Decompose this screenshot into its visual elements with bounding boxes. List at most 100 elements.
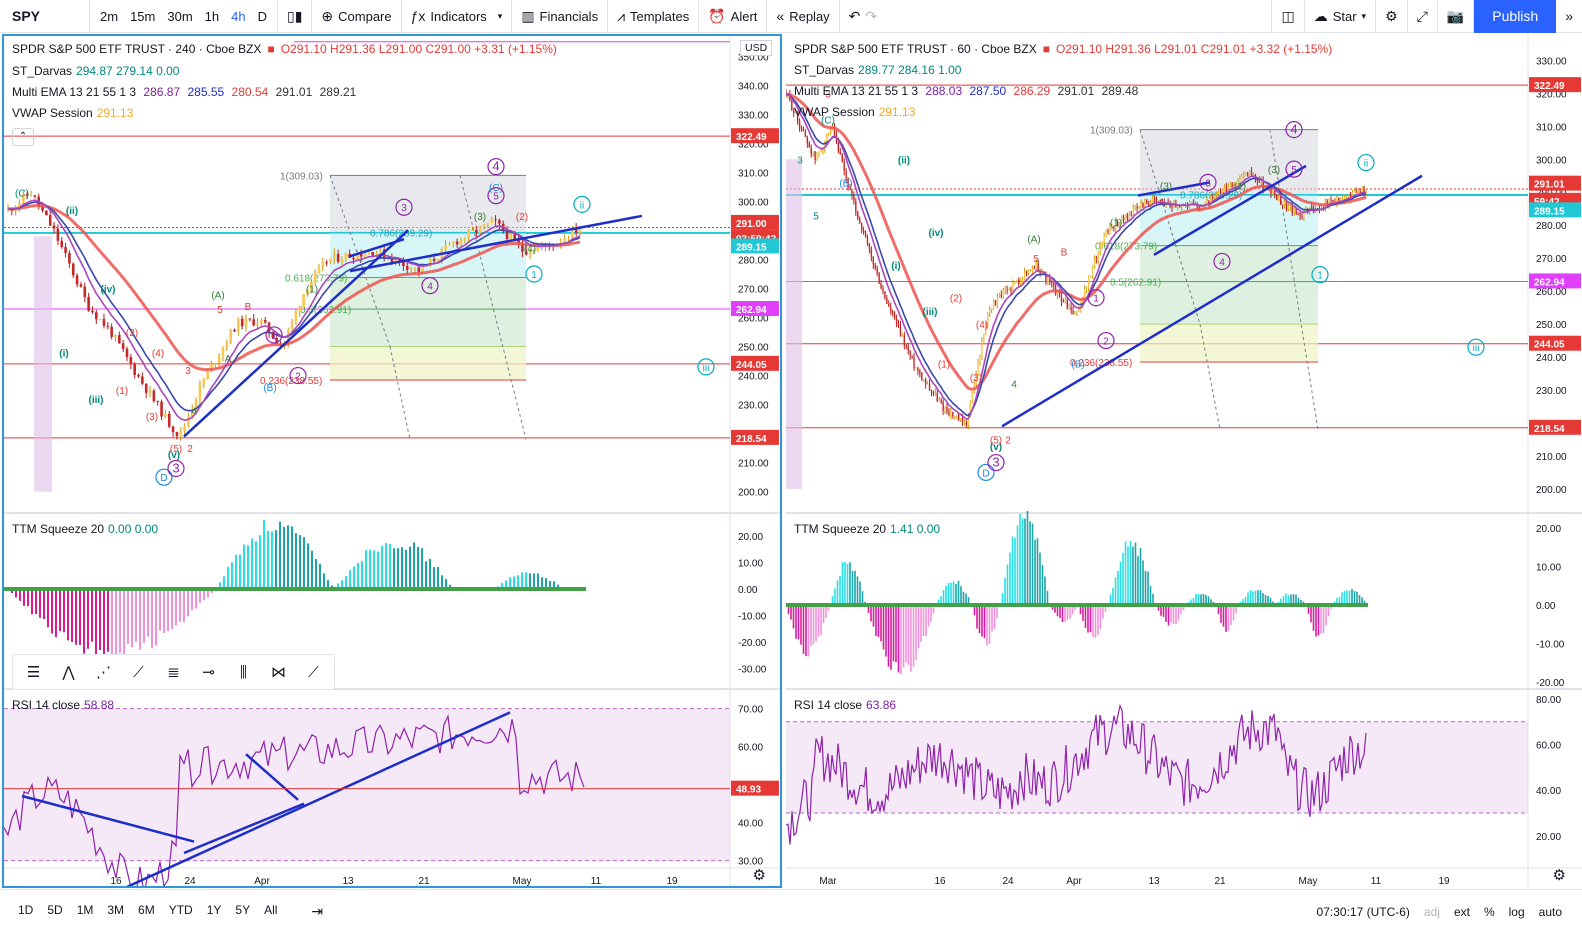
range-all[interactable]: All: [264, 903, 278, 917]
compare-button[interactable]: ⊕ Compare: [312, 0, 402, 33]
legend-ema[interactable]: Multi EMA 13 21 55 1 3 288.03 287.50 286…: [794, 84, 1138, 98]
rsi-tick: 30.00: [738, 857, 763, 868]
goto-date-icon[interactable]: ⇥: [311, 903, 324, 919]
expand-button[interactable]: »: [1556, 0, 1582, 33]
candle: [1237, 178, 1239, 187]
layout-name-button[interactable]: ☁ Star ▾: [1305, 0, 1377, 33]
gear-icon[interactable]: ⚙: [752, 867, 766, 884]
ext-toggle[interactable]: ext: [1453, 904, 1470, 919]
chart-panel-right[interactable]: 330.00320.00310.00300.00290.00280.00270.…: [786, 34, 1582, 888]
undo-icon[interactable]: ↶: [848, 7, 861, 24]
tf-1h[interactable]: 1h: [204, 8, 220, 24]
time-tick: 19: [666, 876, 678, 886]
range-5y[interactable]: 5Y: [235, 903, 251, 917]
candle: [1018, 277, 1020, 287]
legend-ttm[interactable]: TTM Squeeze 20 1.41 0.00: [794, 522, 940, 536]
wave-label: 2: [187, 444, 193, 455]
candle: [133, 361, 136, 379]
abc-pattern-icon[interactable]: ⋀: [62, 664, 75, 681]
candle: [1245, 172, 1247, 176]
candle: [1027, 269, 1030, 276]
time-tick: 13: [1148, 876, 1160, 887]
candle: [988, 305, 991, 317]
trend-line-icon[interactable]: ⟋: [133, 663, 144, 681]
range-5d[interactable]: 5D: [47, 903, 63, 917]
legend-rsi[interactable]: RSI 14 close 63.86: [794, 698, 896, 712]
legend-ema[interactable]: Multi EMA 13 21 55 1 3 286.87 285.55 280…: [12, 85, 356, 99]
alert-button[interactable]: ⏰ Alert: [699, 0, 768, 33]
measure-tool-icon[interactable]: ⊸: [202, 664, 215, 681]
candle: [225, 339, 229, 351]
legend-ttm[interactable]: TTM Squeeze 20 0.00 0.00: [12, 522, 158, 536]
legend-darvas[interactable]: ST_Darvas 289.77 284.16 1.00: [794, 63, 961, 77]
snapshot-button[interactable]: 📷: [1438, 0, 1475, 33]
log-toggle[interactable]: log: [1508, 904, 1525, 919]
adj-toggle[interactable]: adj: [1423, 904, 1440, 919]
tf-4h[interactable]: 4h: [231, 8, 246, 24]
candle: [872, 256, 874, 270]
tf-15m[interactable]: 15m: [130, 8, 156, 24]
financials-button[interactable]: ▥ Financials: [512, 0, 609, 33]
time-tick: 24: [184, 876, 196, 886]
percent-toggle[interactable]: %: [1483, 904, 1495, 919]
auto-toggle[interactable]: auto: [1538, 904, 1562, 919]
candle: [455, 238, 459, 248]
legend-darvas[interactable]: ST_Darvas 294.87 279.14 0.00: [12, 64, 179, 78]
legend-vwap[interactable]: VWAP Session 291.13: [794, 105, 915, 119]
replay-button[interactable]: «Replay: [767, 0, 840, 33]
symbol-search[interactable]: SPY: [0, 0, 90, 33]
tf-30m[interactable]: 30m: [167, 8, 193, 24]
candle: [1146, 198, 1148, 205]
gear-icon[interactable]: ⚙: [1552, 867, 1566, 884]
price-axis-label: [1529, 77, 1581, 93]
range-1d[interactable]: 1D: [18, 903, 34, 917]
range-ytd[interactable]: YTD: [168, 903, 193, 917]
redo-icon[interactable]: ↷: [865, 7, 878, 24]
candle: [1103, 232, 1105, 246]
currency-label[interactable]: USD: [740, 40, 773, 56]
candle: [895, 314, 898, 328]
clock-time[interactable]: 07:30:17 (UTC-6): [1316, 904, 1410, 919]
range-6m[interactable]: 6M: [138, 903, 155, 917]
legend-vwap[interactable]: VWAP Session 291.13: [12, 106, 133, 120]
chart-canvas-left[interactable]: 350.00340.00330.00320.00310.00300.00290.…: [4, 36, 780, 886]
range-1m[interactable]: 1M: [76, 903, 94, 917]
wave-pattern-icon[interactable]: ⋰: [96, 664, 111, 681]
tf-2m[interactable]: 2m: [100, 8, 119, 24]
ttm-tick: -20.00: [1536, 678, 1565, 689]
lines-tool-icon[interactable]: ☰: [26, 664, 41, 681]
fib-zone-yellow: [1140, 324, 1318, 363]
fib-tool-icon[interactable]: ≣: [167, 664, 180, 681]
settings-button[interactable]: ⚙: [1376, 0, 1408, 33]
ohlc-values: O291.10 H291.36 L291.01 C291.01 +3.32 (+…: [1056, 42, 1333, 56]
price-tick: 320.00: [738, 139, 769, 150]
fullscreen-button[interactable]: ⤢: [1408, 0, 1438, 33]
chart-panel-left[interactable]: 350.00340.00330.00320.00310.00300.00290.…: [2, 34, 782, 888]
pane-separator: [786, 512, 1582, 514]
candle: [60, 237, 64, 249]
tf-d[interactable]: D: [257, 8, 267, 24]
chart-canvas-right[interactable]: 330.00320.00310.00300.00290.00280.00270.…: [786, 34, 1582, 888]
wave-label: (C): [821, 116, 835, 127]
candle: [1219, 188, 1222, 194]
candle: [1243, 171, 1245, 179]
bars-tool-icon[interactable]: ⫼: [240, 663, 247, 681]
candle: [1134, 205, 1136, 211]
candle: [990, 308, 993, 313]
pattern-tool-icon[interactable]: ⋈: [271, 664, 286, 681]
price-axis-label: [731, 214, 779, 230]
candle: [344, 252, 348, 263]
chart-type-button[interactable]: ▯▮: [278, 0, 313, 33]
layout-button[interactable]: ◫: [1271, 0, 1305, 33]
indicator-name: TTM Squeeze 20: [794, 522, 887, 536]
price-axis-label-text: 289.15: [736, 242, 767, 253]
collapse-legend-button[interactable]: ⌃: [12, 128, 34, 146]
candle: [1051, 279, 1053, 288]
publish-button[interactable]: Publish: [1474, 0, 1557, 33]
legend-rsi[interactable]: RSI 14 close 58.88: [12, 698, 114, 712]
templates-button[interactable]: ⩘ Templates: [608, 0, 700, 33]
range-3m[interactable]: 3M: [107, 903, 125, 917]
range-1y[interactable]: 1Y: [206, 903, 222, 917]
ray-tool-icon[interactable]: ⟋: [308, 663, 319, 681]
indicators-button[interactable]: ƒx Indicators ▾: [402, 0, 513, 33]
